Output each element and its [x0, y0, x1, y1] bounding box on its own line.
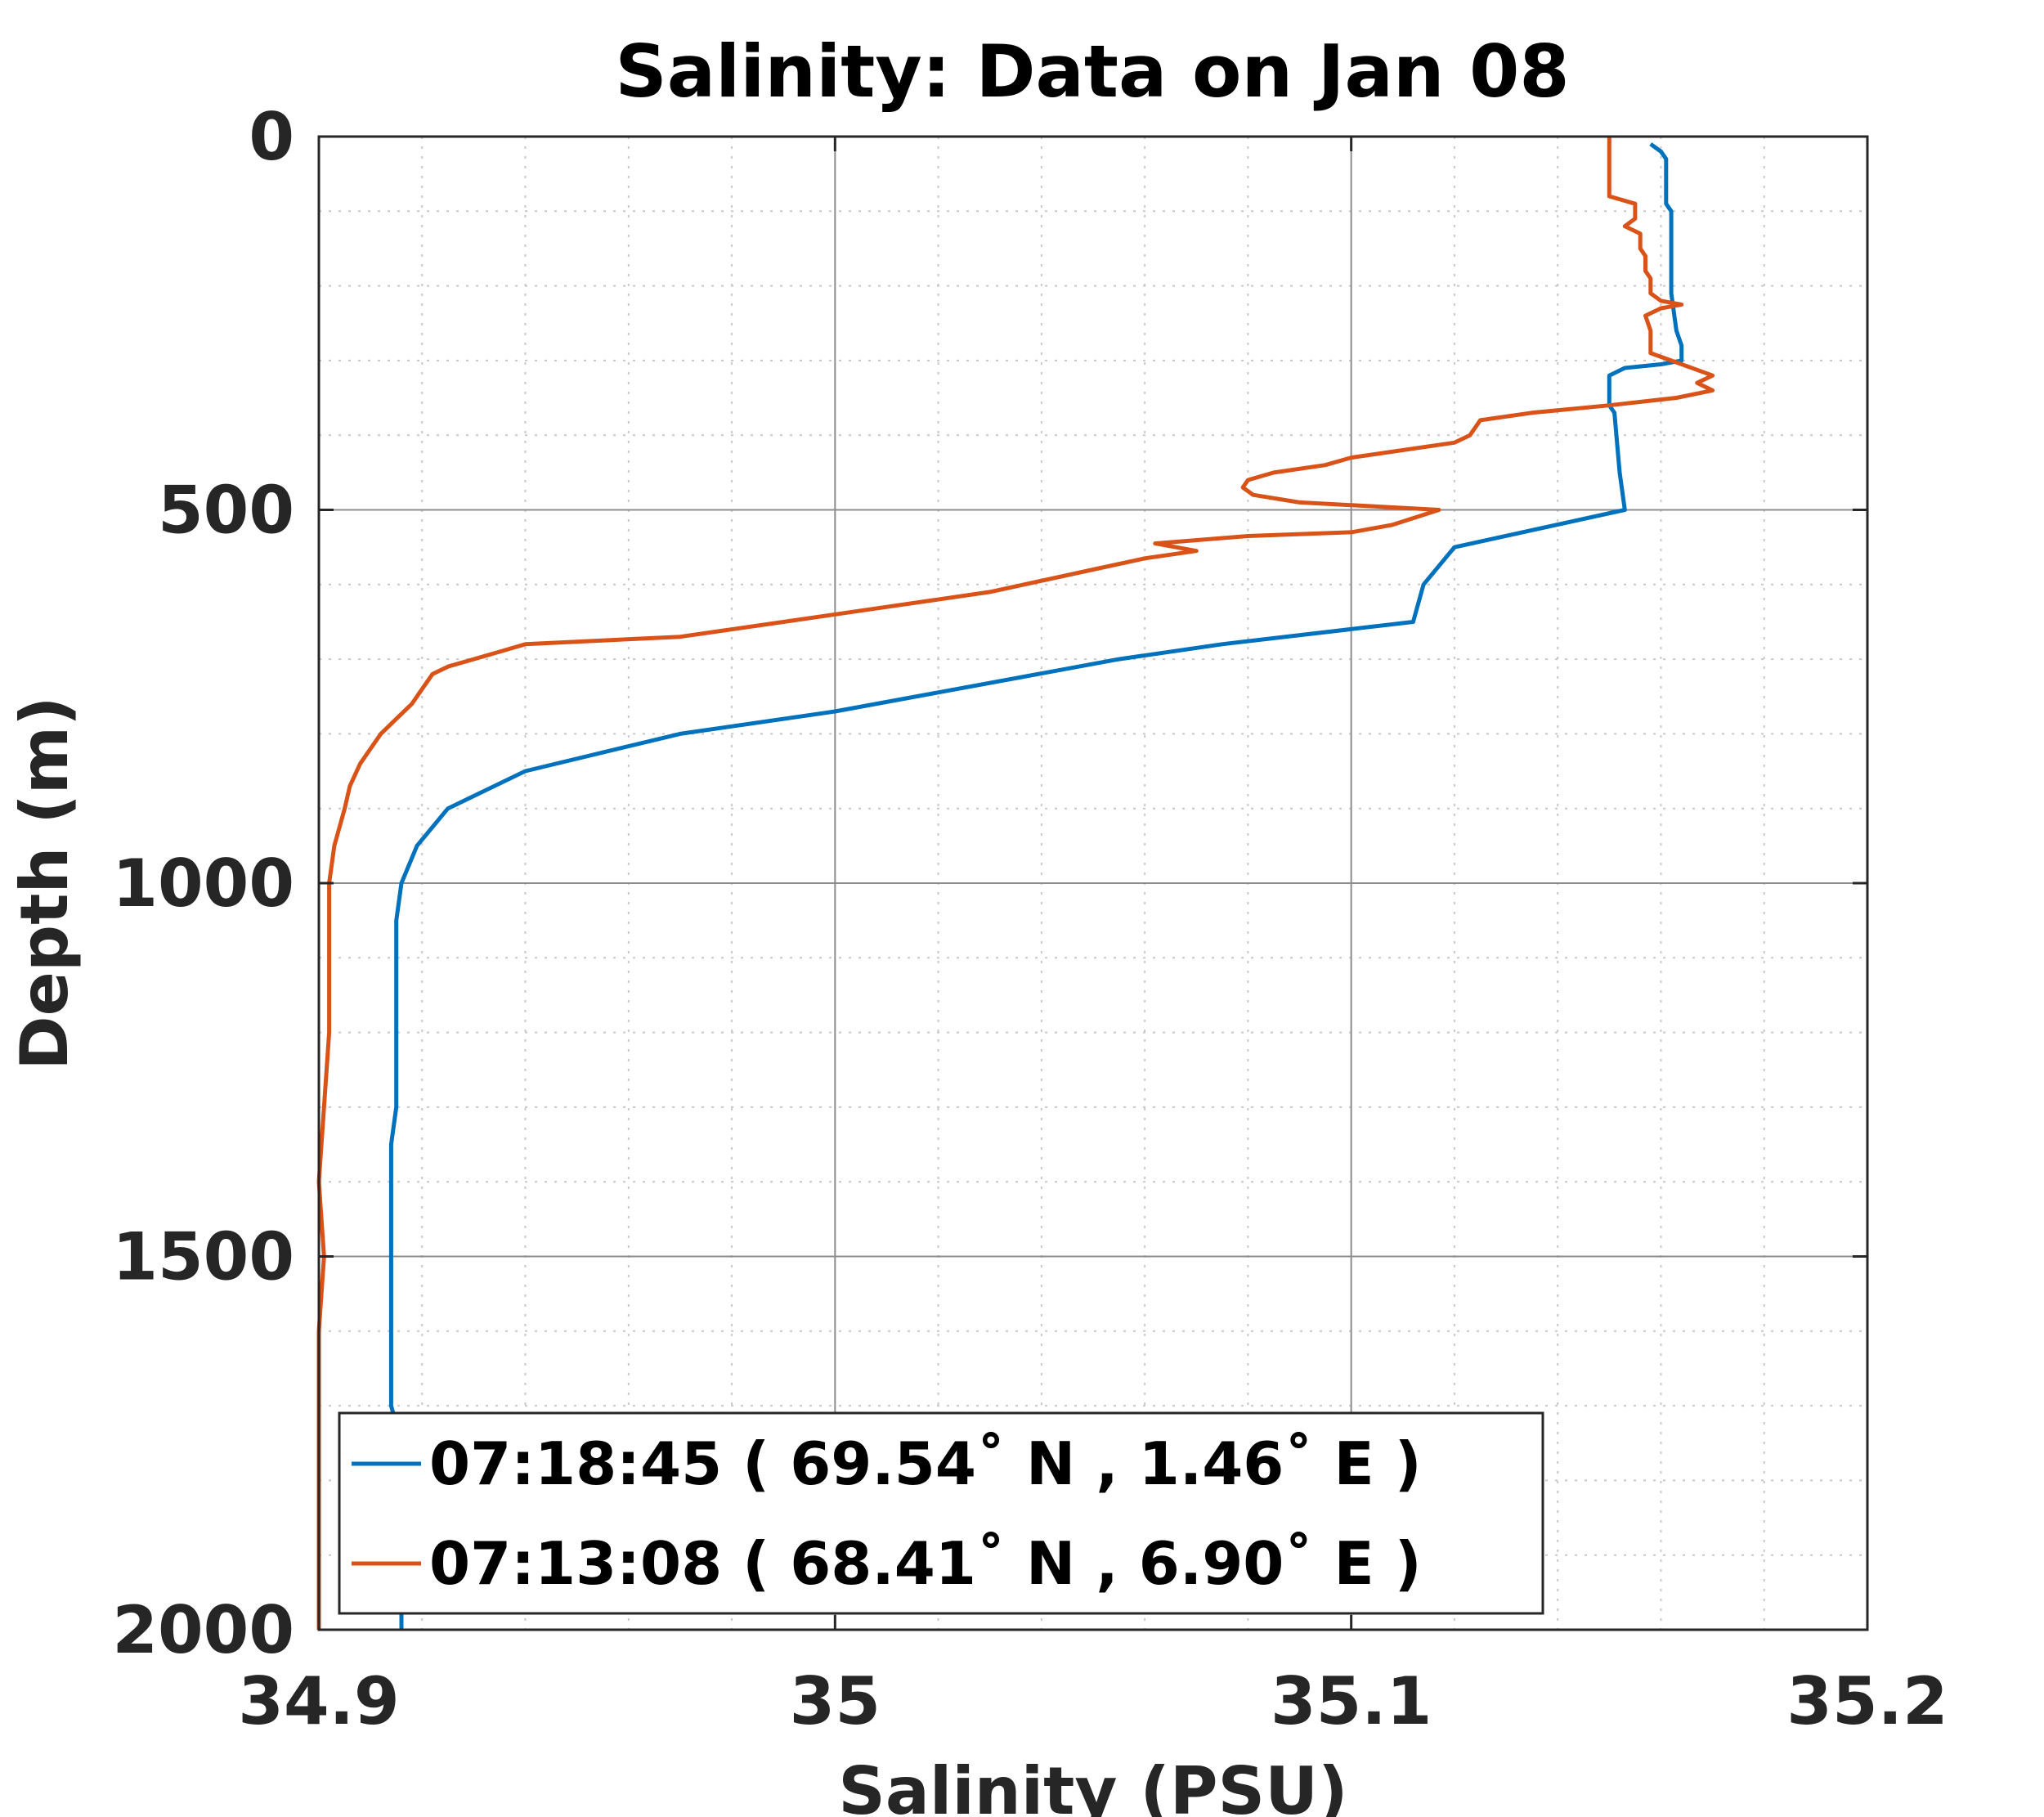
series-layer [316, 137, 1715, 1630]
legend-box [338, 1411, 1544, 1615]
y-tick-label: 500 [158, 473, 294, 549]
ticks-layer [317, 135, 1869, 1631]
x-tick-label: 34.9 [238, 1663, 399, 1739]
x-tick-label: 35.2 [1786, 1663, 1948, 1739]
chart-title: Salinity: Data on Jan 08 [615, 29, 1569, 114]
y-tick-label: 1000 [112, 846, 294, 922]
series-line-2 [316, 137, 1715, 1630]
x-axis-label: Salinity (PSU) [838, 1753, 1347, 1817]
y-tick-labels: 0 500 1000 1500 2000 [112, 99, 294, 1668]
y-tick-label: 0 [249, 99, 294, 175]
x-tick-label: 35 [790, 1663, 881, 1739]
x-tick-label: 35.1 [1271, 1663, 1432, 1739]
legend: 07:18:45 ( 69.54˚ N , 1.46˚ E ) 07:13:08… [338, 1411, 1544, 1615]
legend-entry-series-1: 07:18:45 ( 69.54˚ N , 1.46˚ E ) [429, 1429, 1422, 1498]
y-axis-label: Depth (m) [7, 696, 83, 1070]
y-tick-label: 1500 [112, 1219, 294, 1295]
legend-entry-series-2: 07:13:08 ( 68.41˚ N , 6.90˚ E ) [429, 1529, 1422, 1598]
y-tick-label: 2000 [112, 1592, 294, 1668]
x-tick-labels: 34.9 35 35.1 35.2 [238, 1663, 1948, 1739]
